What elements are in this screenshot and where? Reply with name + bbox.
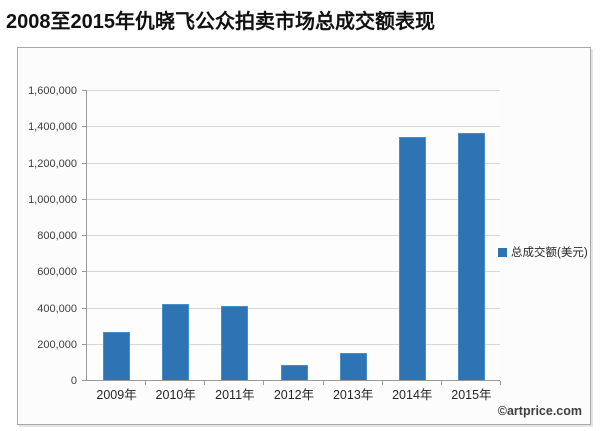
legend: 总成交额(美元) [498,244,588,260]
plot-area: 0 200,000 400,000 600,000 800,000 1,000,000 1,… [28,85,501,402]
chart-title: 2008至2015年仇晓飞公众拍卖市场总成交额表现 [6,11,435,33]
gridline [87,271,500,273]
bar-2014 [398,137,426,380]
x-axis-tick [500,381,501,385]
y-axis-tick-label: 400,000 [37,302,77,315]
x-axis-label-1: 2009年 [96,388,137,402]
y-axis-tick-label: 1,000,000 [28,193,77,206]
x-axis-tick [145,381,147,385]
x-axis-tick [204,381,206,385]
gridline [87,307,500,309]
bar-2010 [162,304,190,380]
x-axis-tick [381,381,383,385]
y-axis-tick-label: 0 [70,375,77,387]
y-axis-tick [82,126,87,128]
y-axis-tick-label: 1,200,000 [28,157,77,170]
watermark: ©artprice.com [497,404,582,418]
gridline [87,198,500,200]
x-axis-label-3: 2011年 [215,388,255,402]
bar-2013 [339,353,367,380]
gridline [87,126,500,128]
y-axis-tick [82,343,87,345]
x-axis-tick [440,381,442,385]
x-axis-label-7: 2015年 [451,388,492,402]
y-axis-tick [82,90,87,91]
y-axis-tick [82,235,87,236]
legend-label: 总成交额(美元) [511,247,588,259]
y-axis-tick-label: 200,000 [37,338,77,351]
legend-marker-icon [498,247,507,257]
chart-panel: 0 200,000 400,000 600,000 800,000 1,000,000 1,… [17,47,591,425]
y-axis-tick-label: 600,000 [37,266,77,279]
y-axis-tick [82,380,87,381]
y-axis-tick [82,307,87,309]
x-axis-label-2: 2010年 [155,388,196,402]
y-axis-tick-label: 1,600,000 [28,85,77,97]
bar-2012 [280,365,308,380]
bar-2009 [103,332,131,380]
y-axis-tick-label: 1,400,000 [28,121,77,134]
gridline [87,90,500,91]
y-axis-tick-label: 800,000 [37,230,77,242]
gridline [87,162,500,164]
x-axis-label-4: 2012年 [273,388,315,402]
gridline [87,343,500,345]
x-axis-tick [322,381,324,385]
bar-2015 [457,133,485,380]
y-axis-tick [82,162,87,164]
gridline [87,235,500,236]
x-axis-tick [263,381,265,385]
y-axis-tick [82,198,87,200]
x-axis-label-5: 2013年 [332,388,374,402]
x-axis-label-6: 2014年 [392,388,433,402]
y-axis-tick [82,271,87,273]
bar-2011 [221,306,249,380]
